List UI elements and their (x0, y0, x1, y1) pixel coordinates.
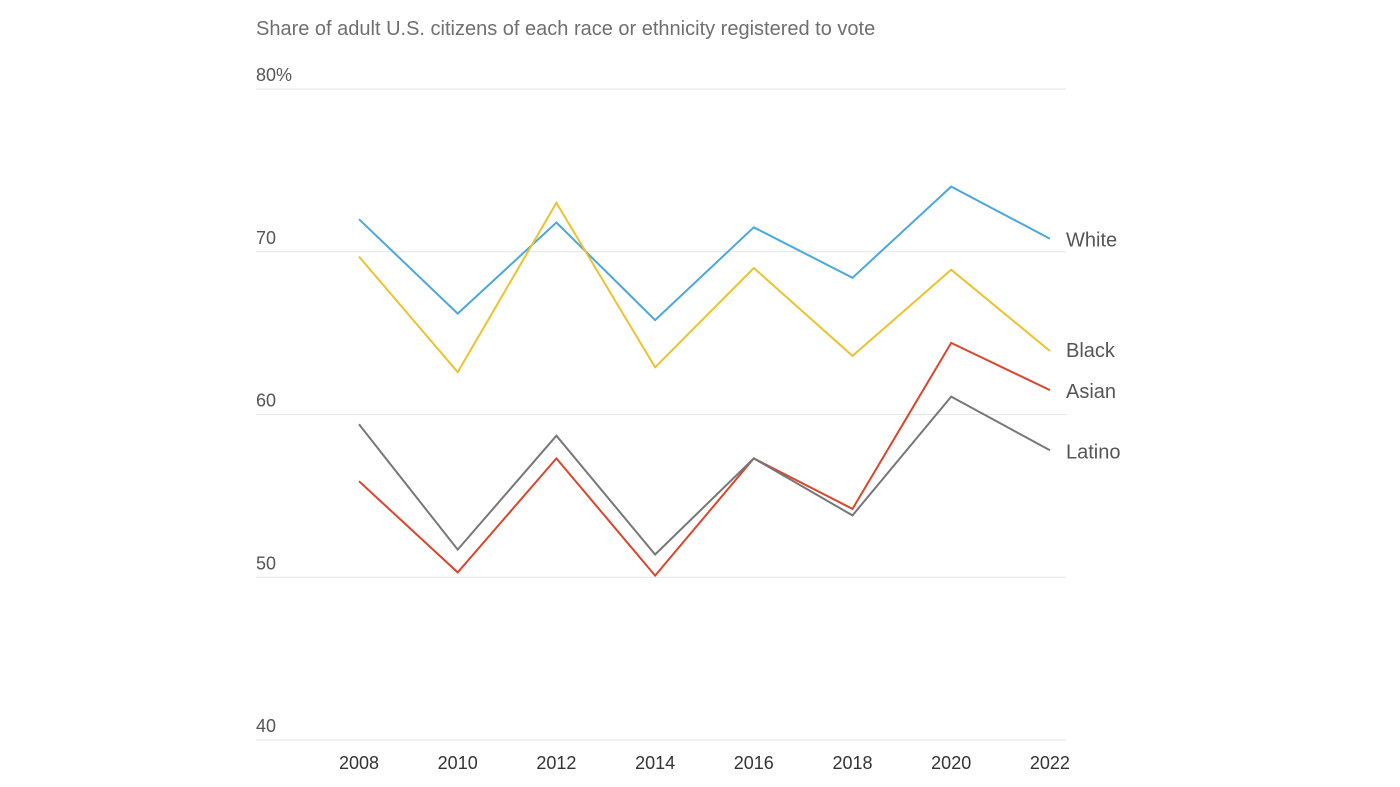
series-label-white: White (1066, 230, 1117, 252)
x-tick-label-2012: 2012 (536, 753, 576, 773)
series-line-latino (358, 395, 1051, 556)
x-tick-label-2008: 2008 (339, 753, 379, 773)
y-tick-label-40: 40 (256, 716, 276, 736)
series-line-white (358, 185, 1051, 322)
gridlines (256, 88, 1066, 741)
series-label-latino: Latino (1066, 441, 1121, 463)
y-axis-ticks: 80% 70 60 50 40 (256, 65, 292, 736)
chart-subtitle: Share of adult U.S. citizens of each rac… (256, 18, 875, 40)
series-line-black (358, 200, 1051, 374)
series-label-asian: Asian (1066, 381, 1116, 403)
x-axis-ticks: 2008 2010 2012 2014 2016 2018 2020 2022 (339, 753, 1070, 773)
series-lines (358, 185, 1051, 578)
x-tick-label-2014: 2014 (635, 753, 675, 773)
x-tick-label-2010: 2010 (438, 753, 478, 773)
series-labels: White Black Asian Latino (1066, 230, 1121, 464)
y-tick-label-50: 50 (256, 553, 276, 573)
x-tick-label-2022: 2022 (1030, 753, 1070, 773)
x-tick-label-2016: 2016 (734, 753, 774, 773)
x-tick-label-2020: 2020 (931, 753, 971, 773)
series-label-black: Black (1066, 340, 1116, 362)
x-tick-label-2018: 2018 (832, 753, 872, 773)
y-tick-label-70: 70 (256, 228, 276, 248)
y-tick-label-80: 80% (256, 65, 292, 85)
y-tick-label-60: 60 (256, 391, 276, 411)
series-line-asian (358, 341, 1051, 578)
